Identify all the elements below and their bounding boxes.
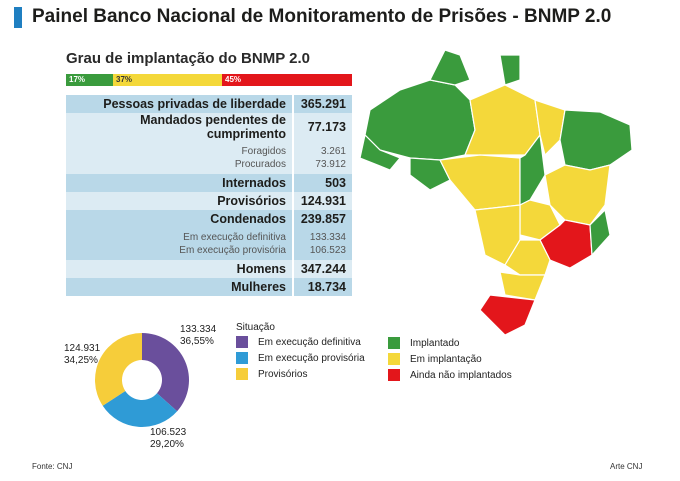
data-label: 106.523 (150, 427, 187, 438)
data-label: 29,20% (150, 439, 184, 450)
row-value: 365.291 (292, 95, 352, 113)
table-row: Internados 503 (66, 174, 352, 192)
row-label: Em execução provisória (66, 244, 293, 260)
row-label: Internados (66, 174, 293, 192)
data-label: 124.931 (64, 343, 101, 354)
region-acre (360, 133, 401, 171)
title-text: Painel Banco Nacional de Monitoramento d… (32, 6, 612, 27)
legend-item: Ainda não implantados (388, 367, 512, 383)
region-amapa (499, 54, 521, 86)
situation-legend: Situação Em execução definitiva Em execu… (236, 322, 365, 382)
row-label: Foragidos (66, 141, 293, 158)
data-label: 36,55% (180, 336, 214, 347)
legend-label: Implantado (410, 337, 460, 349)
row-value: 239.857 (292, 210, 352, 228)
donut-slice-1 (102, 390, 178, 427)
legend-item: Em execução provisória (236, 350, 365, 366)
subtitle: Grau de implantação do BNMP 2.0 (66, 50, 310, 67)
label-provisorios: 124.931 34,25% (64, 343, 100, 367)
row-value: 77.173 (292, 113, 352, 141)
legend-item: Implantado (388, 335, 512, 351)
row-label: Homens (66, 260, 293, 278)
legend-label: Em implantação (410, 353, 482, 365)
row-label: Pessoas privadas de liberdade (66, 95, 293, 113)
table-row: Mandados pendentes de cumprimento 77.173 (66, 113, 352, 141)
table-row: Foragidos 3.261 (66, 141, 352, 158)
legend-swatch (236, 352, 248, 364)
row-value: 73.912 (292, 158, 352, 174)
credit: Arte CNJ (610, 462, 643, 471)
region-roraima (429, 49, 471, 86)
region-para (464, 84, 541, 156)
row-value: 133.334 (292, 228, 352, 244)
region-rondonia (409, 157, 451, 191)
region-maranhao (534, 99, 566, 157)
source: Fonte: CNJ (32, 462, 73, 471)
legend-swatch (236, 368, 248, 380)
region-amazonas (364, 79, 476, 161)
legend-label: Em execução definitiva (258, 336, 361, 348)
row-label: Provisórios (66, 192, 293, 210)
row-label: Em execução definitiva (66, 228, 293, 244)
row-value: 347.244 (292, 260, 352, 278)
table-row: Em execução definitiva 133.334 (66, 228, 352, 244)
legend-item: Em implantação (388, 351, 512, 367)
region-rio-grande-sul (479, 294, 536, 336)
row-value: 503 (292, 174, 352, 192)
donut-chart (95, 333, 189, 427)
region-nordeste (559, 109, 633, 171)
page-title: Painel Banco Nacional de Monitoramento d… (14, 6, 611, 28)
table-row: Procurados 73.912 (66, 158, 352, 174)
donut-slice-2 (95, 333, 142, 406)
title-accent (14, 6, 22, 28)
legend-item: Provisórios (236, 366, 365, 382)
table-row: Pessoas privadas de liberdade 365.291 (66, 95, 352, 113)
legend-label: Em execução provisória (258, 352, 365, 364)
table-row: Mulheres 18.734 (66, 278, 352, 296)
table-row: Provisórios 124.931 (66, 192, 352, 210)
row-label: Procurados (66, 158, 293, 174)
row-label: Mandados pendentes de cumprimento (66, 113, 293, 141)
region-rio-es (589, 208, 611, 257)
legend-label: Ainda não implantados (410, 369, 512, 381)
legend-label: Provisórios (258, 368, 308, 380)
region-parana-sc (499, 271, 546, 301)
data-label: 133.334 (180, 324, 217, 335)
stats-table: Pessoas privadas de liberdade 365.291 Man… (66, 95, 352, 296)
row-value: 18.734 (292, 278, 352, 296)
legend-swatch (388, 337, 400, 349)
bar-nao-implantado: 45% (222, 74, 352, 86)
table-row: Em execução provisória 106.523 (66, 244, 352, 260)
bar-implantado: 17% (66, 74, 113, 86)
row-value: 106.523 (292, 244, 352, 260)
table-row: Condenados 239.857 (66, 210, 352, 228)
implementation-bar: 17% 37% 45% (66, 74, 352, 86)
label-definitiva: 133.334 36,55% (180, 324, 216, 348)
donut-slice-0 (142, 333, 189, 412)
legend-item: Em execução definitiva (236, 334, 365, 350)
region-mato-grosso (439, 154, 521, 211)
table-row: Homens 347.244 (66, 260, 352, 278)
legend-swatch (388, 369, 400, 381)
row-label: Mulheres (66, 278, 293, 296)
row-label: Condenados (66, 210, 293, 228)
bar-em-implantacao: 37% (113, 74, 222, 86)
legend-title: Situação (236, 322, 275, 333)
row-value: 124.931 (292, 192, 352, 210)
data-label: 34,25% (64, 355, 98, 366)
legend-swatch (388, 353, 400, 365)
region-bahia (544, 164, 611, 226)
map-legend: Implantado Em implantação Ainda não impl… (388, 335, 512, 383)
label-provisoria: 106.523 29,20% (150, 427, 186, 451)
legend-swatch (236, 336, 248, 348)
brazil-map (360, 49, 633, 336)
row-value: 3.261 (292, 141, 352, 158)
